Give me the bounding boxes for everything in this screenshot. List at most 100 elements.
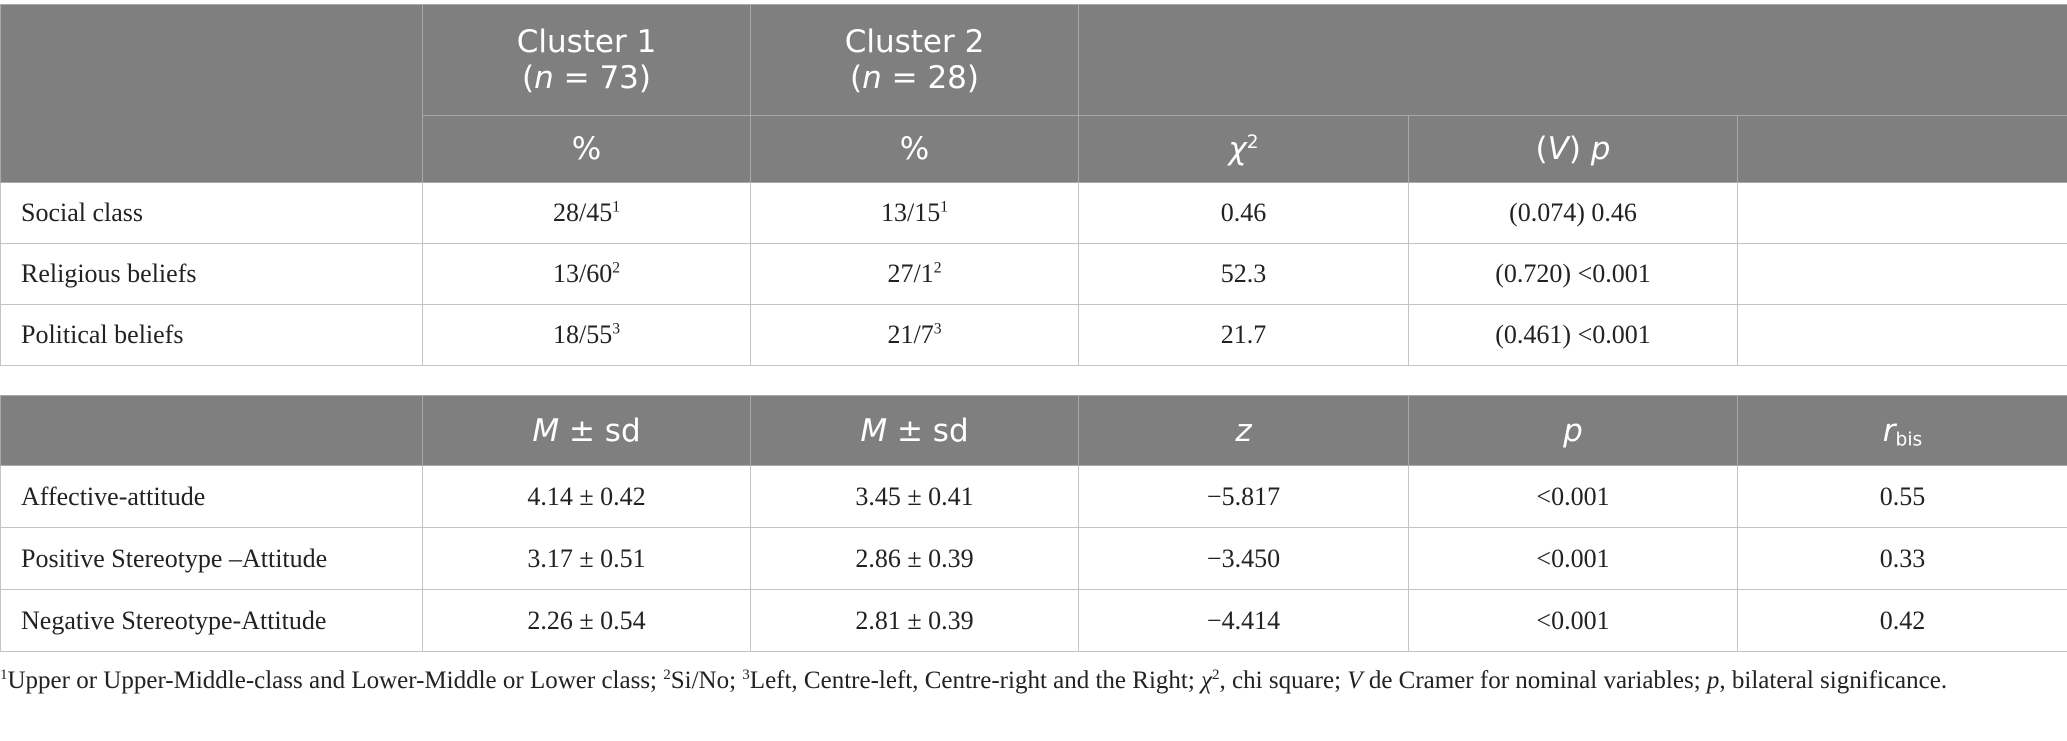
text-segment: Si/No; <box>670 667 743 694</box>
cell-line: (n = 28) <box>751 60 1078 96</box>
text-segment: ) <box>1568 131 1591 167</box>
header-cell: M ± sd <box>750 395 1079 466</box>
data-cell: −5.817 <box>1078 465 1409 528</box>
table-row: Positive Stereotype –Attitude 3.17 ± 0.51… <box>0 527 2067 590</box>
table-row: Religious beliefs 13/602 27/12 52.3 (0.720) … <box>0 243 2067 305</box>
data-cell: (0.720) <0.001 <box>1408 243 1738 305</box>
data-cell: 0.33 <box>1737 527 2067 590</box>
data-cell: 0.46 <box>1078 182 1409 244</box>
header-cell: p <box>1408 395 1738 466</box>
data-cell: 2.86 ± 0.39 <box>750 527 1079 590</box>
table-row: Political beliefs 18/553 21/73 21.7 (0.461) … <box>0 304 2067 366</box>
text-segment: χ <box>1228 131 1247 167</box>
header-cell <box>0 4 423 183</box>
text-segment: 2 <box>1212 667 1220 683</box>
text-segment: ( <box>850 60 863 96</box>
data-cell: 21.7 <box>1078 304 1409 366</box>
header-cell: (V) p <box>1408 115 1738 183</box>
text-segment: p <box>1706 667 1720 694</box>
data-cell: −4.414 <box>1078 589 1409 652</box>
text-segment: ± sd <box>559 412 641 449</box>
data-cell: 27/12 <box>750 243 1079 305</box>
header-cell: Cluster 1 (n = 73) <box>422 4 751 116</box>
table-row: %% χ2 (V) p <box>1 115 2067 183</box>
text-segment: 1 <box>612 198 621 216</box>
text-segment: p <box>1563 412 1583 449</box>
text-segment: ( <box>522 60 535 96</box>
text-segment: ( <box>1535 131 1548 167</box>
header-cell: Cluster 2 (n = 28) <box>750 4 1079 116</box>
table-row: Affective-attitude 4.14 ± 0.42 3.45 ± 0.41… <box>0 465 2067 528</box>
text-segment: 28/45 <box>552 198 613 227</box>
data-cell: 13/602 <box>422 243 751 305</box>
text-segment: M <box>860 412 888 449</box>
header-cell <box>1736 115 2067 183</box>
text-segment: 21/7 <box>887 320 934 349</box>
text-segment: 18/55 <box>552 320 613 349</box>
text-segment: n <box>862 60 882 96</box>
table-row: Negative Stereotype-Attitude 2.26 ± 0.54 2… <box>0 589 2067 652</box>
table-row: Social class 28/451 13/151 0.46 (0.074) 0.46 <box>0 182 2067 244</box>
data-cell: 28/451 <box>422 182 751 244</box>
data-cell: 0.42 <box>1737 589 2067 652</box>
data-cell: 2.81 ± 0.39 <box>750 589 1079 652</box>
text-segment: 3 <box>933 320 942 338</box>
empty-cell <box>1736 243 2067 305</box>
text-segment: , bilateral significance. <box>1719 667 1948 694</box>
data-cell: 3.17 ± 0.51 <box>422 527 751 590</box>
text-segment: Upper or Upper-Middle-class and Lower-Mi… <box>7 667 664 694</box>
empty-cell <box>1736 304 2067 366</box>
text-segment: V <box>1547 131 1569 167</box>
table-row: M ± sd M ± sd z p rbis <box>0 395 2067 466</box>
header-cell: χ2 <box>1078 115 1409 183</box>
header-cell: % <box>422 115 751 183</box>
row-label: Affective-attitude <box>0 465 423 528</box>
text-segment: χ <box>1201 667 1213 694</box>
text-segment: 2 <box>663 667 671 683</box>
data-cell: (0.074) 0.46 <box>1408 182 1738 244</box>
text-segment: V <box>1347 667 1363 694</box>
row-label: Negative Stereotype-Attitude <box>0 589 423 652</box>
text-segment: r <box>1882 412 1896 449</box>
table-continuous: M ± sd M ± sd z p rbis Affective-attitude 4.14… <box>0 395 2067 652</box>
text-segment: 1 <box>0 667 8 683</box>
cell-line: (n = 73) <box>423 60 750 96</box>
text-segment: 3 <box>742 667 750 683</box>
text-segment: 2 <box>933 259 942 277</box>
footnote: 1Upper or Upper-Middle-class and Lower-M… <box>0 662 2040 700</box>
table-categorical: Cluster 1 (n = 73) Cluster 2 (n = 28)%% χ2 (V… <box>0 4 2067 366</box>
text-segment: = 73) <box>553 60 651 96</box>
text-segment: 27/1 <box>887 259 934 288</box>
text-segment: 1 <box>940 198 949 216</box>
header-cell: z <box>1078 395 1409 466</box>
data-cell: 4.14 ± 0.42 <box>422 465 751 528</box>
data-cell: <0.001 <box>1408 589 1738 652</box>
header-cell: M ± sd <box>422 395 751 466</box>
row-label: Religious beliefs <box>0 243 423 305</box>
data-cell: 13/151 <box>750 182 1079 244</box>
row-label: Political beliefs <box>0 304 423 366</box>
text-segment: , chi square; <box>1219 667 1348 694</box>
data-cell: <0.001 <box>1408 465 1738 528</box>
header-cell <box>1077 4 2067 116</box>
row-label: Social class <box>0 182 423 244</box>
text-segment: 13/60 <box>552 259 613 288</box>
text-segment: n <box>534 60 554 96</box>
text-segment: de Cramer for nominal variables; <box>1362 667 1707 694</box>
text-segment: ± sd <box>887 412 969 449</box>
text-segment: Cluster 1 <box>516 24 657 60</box>
row-label: Positive Stereotype –Attitude <box>0 527 423 590</box>
data-cell: −3.450 <box>1078 527 1409 590</box>
text-segment: M <box>532 412 560 449</box>
cell-line: Cluster 2 <box>751 24 1078 60</box>
text-segment: 13/15 <box>880 198 941 227</box>
data-cell: 18/553 <box>422 304 751 366</box>
data-cell: 52.3 <box>1078 243 1409 305</box>
table-row: Cluster 1 (n = 73) Cluster 2 (n = 28) <box>0 4 2067 183</box>
data-cell: 2.26 ± 0.54 <box>422 589 751 652</box>
text-segment: 2 <box>1246 131 1259 153</box>
header-cell: % <box>750 115 1079 183</box>
text-segment: = 28) <box>881 60 979 96</box>
text-segment: Left, Centre-left, Centre-right and the … <box>749 667 1202 694</box>
data-cell: <0.001 <box>1408 527 1738 590</box>
